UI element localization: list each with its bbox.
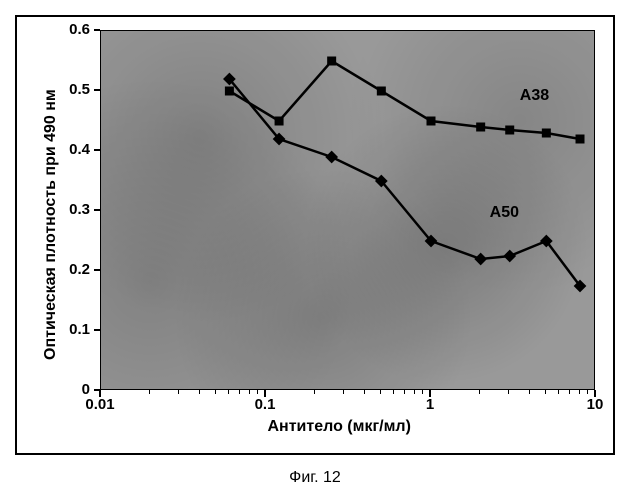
y-tick-mark [94, 29, 100, 31]
y-tick-label: 0.5 [69, 81, 90, 98]
y-tick-mark [94, 269, 100, 271]
x-minor-tick-mark [587, 390, 588, 394]
x-minor-tick-mark [343, 390, 344, 394]
x-minor-tick-mark [257, 390, 258, 394]
figure-container: Оптическая плотность при 490 нм Антитело… [0, 0, 630, 500]
marker-A50 [474, 253, 487, 266]
x-minor-tick-mark [579, 390, 580, 394]
x-tick-mark [99, 390, 101, 397]
x-minor-tick-mark [569, 390, 570, 394]
series-label-A38: A38 [520, 87, 549, 105]
x-minor-tick-mark [404, 390, 405, 394]
y-tick-label: 0.4 [69, 141, 90, 158]
x-minor-tick-mark [249, 390, 250, 394]
x-minor-tick-mark [422, 390, 423, 394]
marker-A38 [505, 126, 514, 135]
x-minor-tick-mark [215, 390, 216, 394]
x-minor-tick-mark [508, 390, 509, 394]
x-tick-mark [264, 390, 266, 397]
x-axis-label: Антитело (мкг/мл) [268, 418, 411, 436]
x-minor-tick-mark [380, 390, 381, 394]
x-minor-tick-mark [393, 390, 394, 394]
x-minor-tick-mark [558, 390, 559, 394]
y-tick-label: 0.6 [69, 21, 90, 38]
y-tick-mark [94, 209, 100, 211]
marker-A38 [327, 57, 336, 66]
marker-A38 [225, 87, 234, 96]
x-tick-label: 1 [415, 396, 445, 413]
x-minor-tick-mark [479, 390, 480, 394]
y-tick-label: 0.3 [69, 201, 90, 218]
series-line-A50 [229, 79, 580, 286]
x-minor-tick-mark [199, 390, 200, 394]
marker-A38 [427, 117, 436, 126]
x-minor-tick-mark [364, 390, 365, 394]
y-tick-mark [94, 89, 100, 91]
y-tick-mark [94, 149, 100, 151]
x-tick-label: 10 [580, 396, 610, 413]
series-label-A50: A50 [490, 204, 519, 222]
x-minor-tick-mark [178, 390, 179, 394]
x-tick-mark [429, 390, 431, 397]
x-minor-tick-mark [545, 390, 546, 394]
marker-A38 [275, 117, 284, 126]
x-tick-label: 0.1 [250, 396, 280, 413]
x-minor-tick-mark [314, 390, 315, 394]
plot-area [100, 30, 595, 390]
marker-A50 [325, 151, 338, 164]
marker-A38 [576, 135, 585, 144]
marker-A38 [476, 123, 485, 132]
marker-A50 [503, 250, 516, 263]
x-tick-label: 0.01 [85, 396, 115, 413]
x-minor-tick-mark [529, 390, 530, 394]
y-tick-label: 0.2 [69, 261, 90, 278]
y-tick-label: 0.1 [69, 321, 90, 338]
figure-caption: Фиг. 12 [0, 469, 630, 487]
chart-svg [101, 31, 596, 391]
y-axis-label: Оптическая плотность при 490 нм [42, 89, 60, 360]
x-minor-tick-mark [149, 390, 150, 394]
x-tick-mark [594, 390, 596, 397]
x-minor-tick-mark [239, 390, 240, 394]
x-minor-tick-mark [414, 390, 415, 394]
x-minor-tick-mark [228, 390, 229, 394]
marker-A38 [377, 87, 386, 96]
y-tick-mark [94, 329, 100, 331]
marker-A38 [542, 129, 551, 138]
